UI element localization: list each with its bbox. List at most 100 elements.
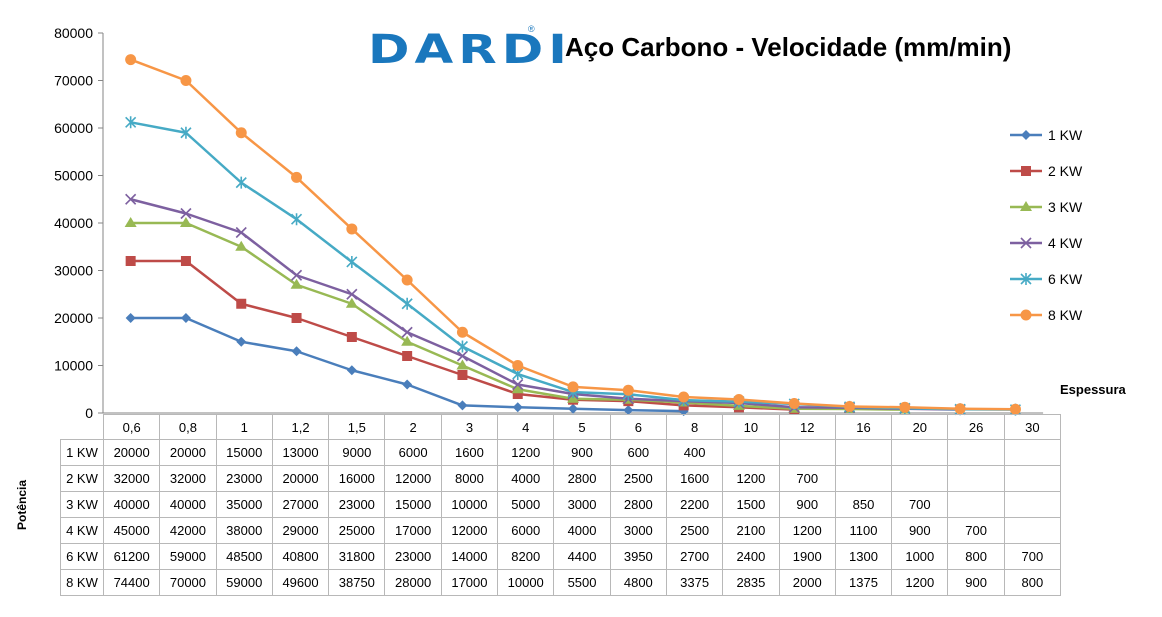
series-point (457, 400, 468, 411)
x-tick-label: 3 (440, 414, 499, 440)
table-cell (1003, 491, 1062, 518)
table-row-label: 6 KW (60, 543, 104, 570)
table-cell: 40000 (102, 491, 161, 518)
series-point (235, 226, 247, 239)
table-cell: 3000 (609, 517, 667, 544)
x-axis-label: Espessura (1060, 382, 1126, 397)
legend-entry: 2 KW (1010, 163, 1083, 179)
y-tick-label: 70000 (54, 73, 93, 89)
table-cell (1003, 439, 1062, 466)
table-cell: 74400 (102, 569, 161, 596)
series-point (402, 379, 413, 390)
x-tick-label: 0,8 (159, 414, 217, 440)
series-line (130, 198, 961, 411)
table-cell: 49600 (271, 569, 330, 596)
table-cell: 31800 (328, 543, 386, 570)
x-tick-label: 6 (609, 414, 667, 440)
table-cell: 4000 (497, 465, 555, 492)
table-cell: 800 (947, 543, 1005, 570)
table-row-label: 4 KW (60, 517, 104, 544)
table-cell: 23000 (328, 491, 386, 518)
series-point (346, 365, 357, 376)
table-cell: 20000 (159, 439, 217, 466)
series-point (180, 126, 192, 139)
table-cell: 800 (1003, 569, 1062, 596)
table-cell: 9000 (328, 439, 386, 466)
chart-title: Aço Carbono - Velocidade (mm/min) (565, 32, 1012, 62)
table-cell: 4800 (609, 569, 667, 596)
series-8-kw (125, 54, 1021, 415)
table-cell: 2400 (722, 543, 780, 570)
series-point (678, 391, 690, 403)
series-point (1020, 309, 1032, 321)
table-cell: 900 (553, 439, 611, 466)
table-cell: 8000 (440, 465, 499, 492)
legend-label: 2 KW (1048, 163, 1083, 179)
legend-entry: 3 KW (1010, 199, 1083, 215)
table-cell: 2500 (609, 465, 667, 492)
table-cell (834, 439, 893, 466)
table-cell: 2800 (553, 465, 611, 492)
series-line (130, 221, 905, 411)
table-cell: 1200 (891, 569, 949, 596)
series-point (623, 405, 634, 416)
table-cell: 2500 (665, 517, 724, 544)
table-cell: 1200 (497, 439, 555, 466)
table-cell: 17000 (440, 569, 499, 596)
table-cell: 4000 (553, 517, 611, 544)
x-tick-label: 16 (834, 414, 893, 440)
data-table: 0,6 0,8 1 1,2 1,5 2 3 4 5 6 8 10 12 16 20 26 30 1 KW 20000… (60, 414, 1062, 596)
table-cell (778, 439, 836, 466)
table-cell: 3375 (665, 569, 724, 596)
series-point (346, 223, 358, 235)
series-point (456, 326, 468, 338)
series-point (291, 313, 302, 323)
series-point (788, 398, 800, 409)
x-tick-label: 4 (497, 414, 555, 440)
series-point (179, 217, 192, 227)
table-cell: 1200 (778, 517, 836, 544)
table-row: 4 KW 45000 42000 38000 29000 25000 17000 12000 6… (60, 517, 1062, 544)
table-cell: 16000 (328, 465, 386, 492)
legend-entry: 1 KW (1010, 127, 1083, 143)
table-cell: 20000 (271, 465, 330, 492)
table-cell (891, 439, 949, 466)
series-point (401, 326, 413, 338)
table-row-label: 2 KW (60, 465, 104, 492)
table-cell: 12000 (440, 517, 499, 544)
table-cell: 10000 (497, 569, 555, 596)
series-line (130, 121, 1016, 411)
table-cell: 15000 (384, 491, 442, 518)
series-point (345, 297, 358, 308)
series-point (622, 384, 634, 396)
table-cell (891, 465, 949, 492)
series-point (1021, 130, 1031, 140)
table-cell: 70000 (159, 569, 217, 596)
series-line (130, 58, 1016, 411)
table-row: 8 KW 74400 70000 59000 49600 38750 28000 17000 1… (60, 569, 1062, 596)
table-cell: 28000 (384, 569, 442, 596)
table-cell: 6000 (384, 439, 442, 466)
series-point (125, 116, 137, 129)
table-cell: 32000 (159, 465, 217, 492)
table-row-label: 1 KW (60, 439, 104, 466)
x-tick-label: 1,5 (328, 414, 386, 440)
table-cell: 900 (947, 569, 1005, 596)
table-cell: 1100 (834, 517, 893, 544)
y-tick-label: 10000 (54, 358, 93, 374)
x-tick-label: 20 (891, 414, 949, 440)
table-cell: 2100 (722, 517, 780, 544)
legend-label: 6 KW (1048, 271, 1083, 287)
series-point (899, 401, 911, 413)
table-cell: 40800 (271, 543, 330, 570)
y-tick-label: 80000 (54, 25, 93, 41)
series-point (568, 403, 579, 414)
table-cell: 20000 (102, 439, 161, 466)
series-point (456, 340, 469, 353)
series-point (567, 381, 579, 393)
legend-entry: 4 KW (1010, 235, 1083, 251)
table-cell: 10000 (440, 491, 499, 518)
series-point (125, 193, 137, 205)
table-cell: 1500 (722, 491, 780, 518)
x-tick-label: 12 (778, 414, 836, 440)
